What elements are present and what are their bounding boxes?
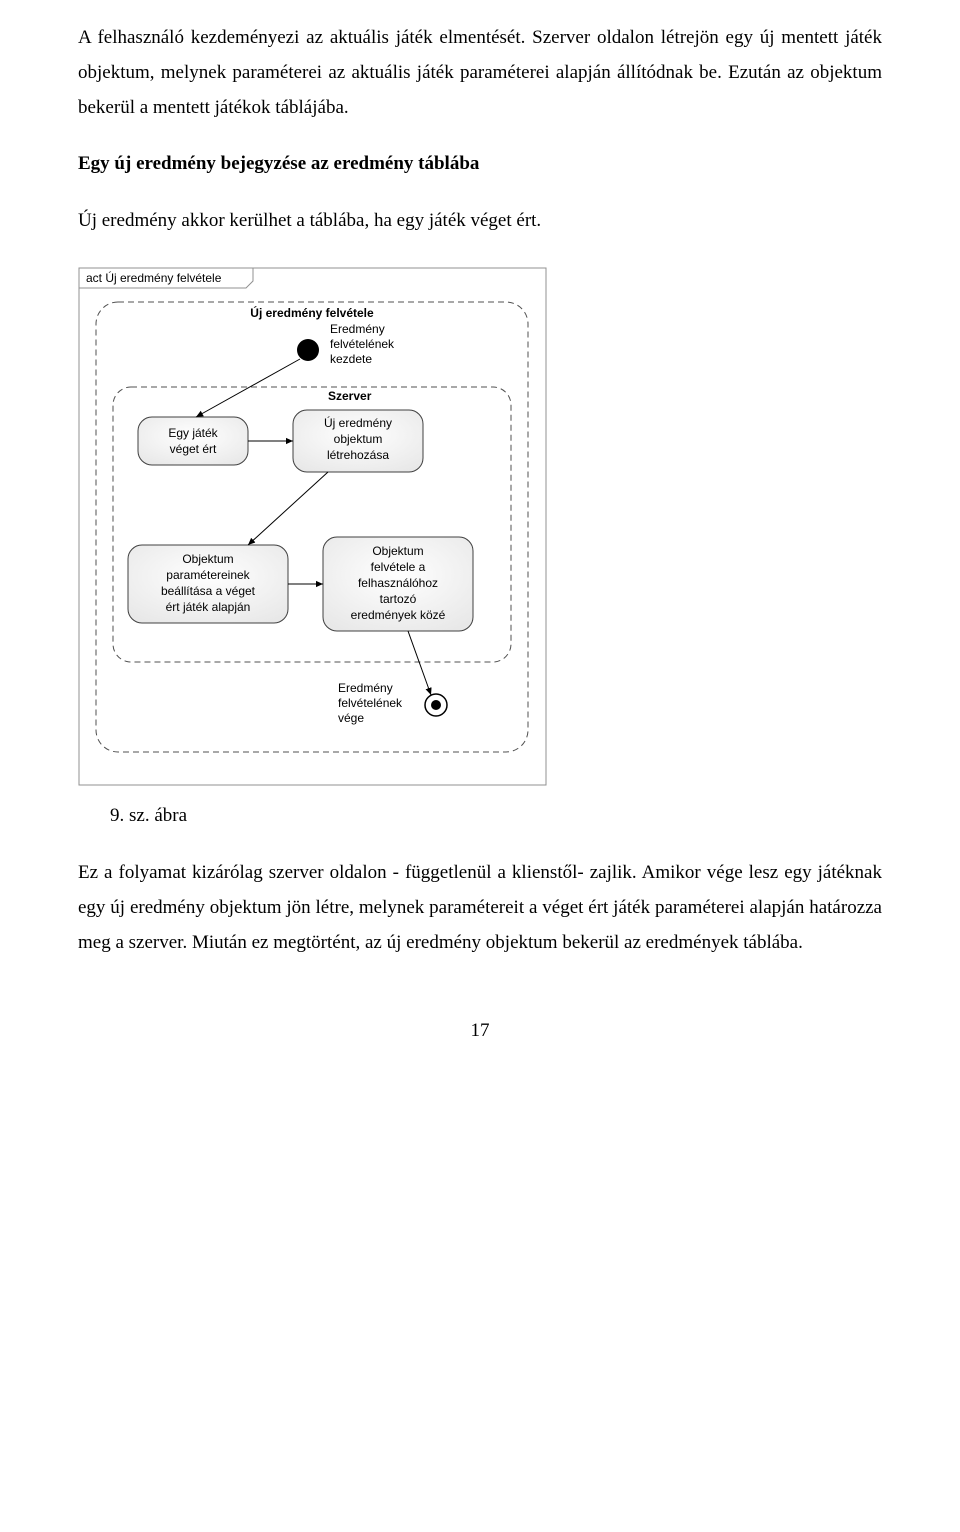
inner-lane-label: Szerver [328, 389, 372, 403]
node4-line5: eredmények közé [351, 608, 446, 622]
node2-line2: objektum [334, 432, 383, 446]
start-label-line1: Eredmény [330, 322, 385, 336]
node3-line2: paramétereinek [166, 568, 250, 582]
node4-line3: felhasználóhoz [358, 576, 438, 590]
node2-line3: létrehozása [327, 448, 389, 462]
figure-caption: 9. sz. ábra [78, 805, 882, 827]
paragraph-1: A felhasználó kezdeményezi az aktuális j… [78, 20, 882, 125]
initial-node-icon [297, 339, 319, 361]
section-heading: Egy új eredmény bejegyzése az eredmény t… [78, 153, 882, 175]
activity-diagram-svg: act Új eredmény felvétele Új eredmény fe… [78, 267, 548, 787]
final-node-inner [431, 700, 441, 710]
node3-line1: Objektum [182, 552, 233, 566]
paragraph-3: Ez a folyamat kizárólag szerver oldalon … [78, 855, 882, 960]
page-number: 17 [78, 1020, 882, 1042]
end-label-line2: felvételének [338, 696, 403, 710]
end-label-line1: Eredmény [338, 681, 393, 695]
node1-line1: Egy játék [168, 426, 218, 440]
node4-line1: Objektum [372, 544, 423, 558]
node4-line4: tartozó [380, 592, 417, 606]
node3-line4: ért játék alapján [166, 600, 251, 614]
node1-line2: véget ért [170, 442, 217, 456]
start-label-line2: felvételének [330, 337, 395, 351]
end-label-line3: vége [338, 711, 364, 725]
node-game-ended [138, 417, 248, 465]
node2-line1: Új eredmény [324, 415, 392, 430]
page-container: A felhasználó kezdeményezi az aktuális j… [0, 0, 960, 1082]
outer-region-label: Új eredmény felvétele [250, 305, 374, 320]
node3-line3: beállítása a véget [161, 584, 256, 598]
activity-diagram: act Új eredmény felvétele Új eredmény fe… [78, 267, 882, 787]
paragraph-2: Új eredmény akkor kerülhet a táblába, ha… [78, 203, 882, 238]
node4-line2: felvétele a [371, 560, 426, 574]
start-label-line3: kezdete [330, 352, 372, 366]
frame-title-text: act Új eredmény felvétele [86, 270, 222, 285]
